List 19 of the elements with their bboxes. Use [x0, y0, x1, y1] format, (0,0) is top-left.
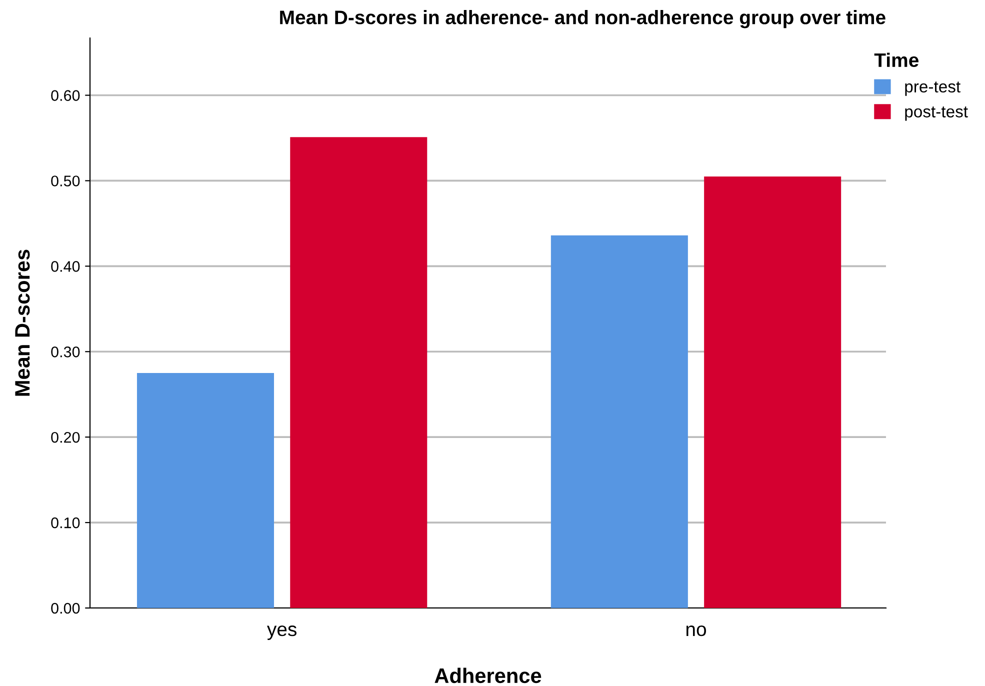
- legend-title: Time: [874, 52, 918, 68]
- y-tick-label: 0.20: [51, 432, 80, 443]
- bar: [550, 235, 688, 608]
- y-tick-label: 0.30: [51, 346, 80, 358]
- y-tick-label: 0.00: [51, 602, 80, 614]
- chart-title: Mean D-scores in adherence- and non-adherence group over time: [280, 10, 886, 28]
- bar: [136, 372, 274, 608]
- bar: [290, 137, 428, 608]
- x-axis-title: Adherence: [434, 668, 542, 684]
- y-tick-label: 0.60: [51, 90, 80, 101]
- y-tick-label: 0.40: [51, 261, 80, 272]
- y-axis-title: Mean D-scores: [15, 250, 30, 396]
- legend-label: post-test: [905, 106, 968, 121]
- x-tick-label: yes: [266, 626, 296, 640]
- x-tick-label: no: [686, 626, 706, 636]
- bar: [704, 176, 842, 608]
- y-tick-label: 0.50: [51, 176, 80, 186]
- y-tick-label: 0.10: [51, 517, 80, 528]
- legend-label: pre-test: [905, 82, 960, 96]
